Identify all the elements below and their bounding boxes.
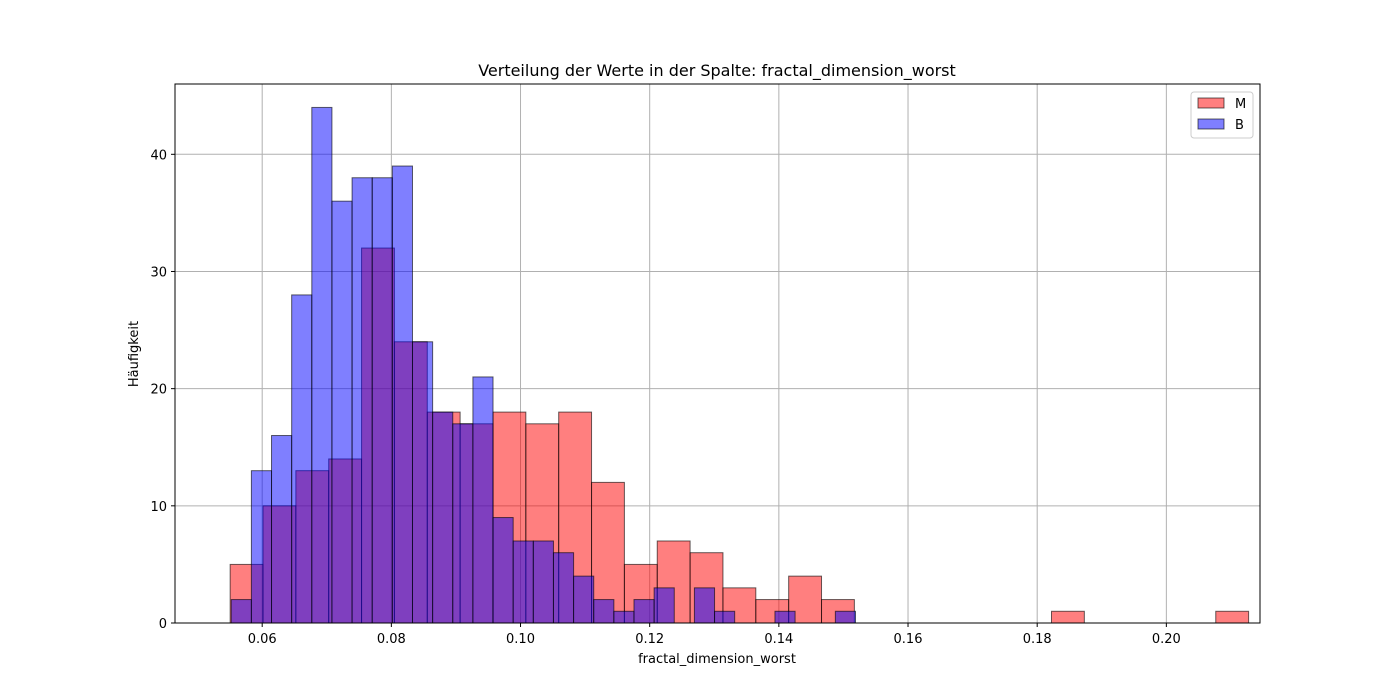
x-tick-label: 0.12 (635, 632, 664, 647)
bar-b-7 (371, 177, 393, 624)
legend: M B (1190, 91, 1254, 139)
bar-b-13 (492, 517, 514, 624)
bar-b-0 (230, 599, 252, 624)
chart-title: Verteilung der Werte in der Spalte: frac… (478, 61, 956, 81)
bar-b-17 (573, 575, 595, 624)
x-tick-label: 0.14 (764, 632, 793, 647)
y-axis-label: Häufigkeit (127, 321, 142, 387)
bar-b-30 (834, 610, 857, 624)
bar-b-6 (351, 177, 373, 624)
bar-b-5 (331, 200, 353, 624)
legend-swatch-b (1197, 118, 1225, 130)
bar-b-15 (532, 540, 554, 624)
y-tick-label: 20 (150, 383, 167, 398)
x-tick-label: 0.10 (506, 632, 535, 647)
legend-label-b: B (1235, 118, 1244, 133)
bar-b-21 (653, 587, 675, 624)
histogram-bars (229, 106, 1250, 624)
bar-b-8 (391, 165, 413, 624)
y-tick-label: 0 (159, 617, 167, 632)
y-tick-label: 10 (150, 500, 167, 515)
x-tick-label: 0.18 (1023, 632, 1052, 647)
legend-swatch-m (1197, 97, 1225, 109)
x-tick-label: 0.16 (894, 632, 923, 647)
y-tick-label: 30 (150, 265, 167, 280)
bar-m-25 (1050, 610, 1085, 624)
x-axis-label: fractal_dimension_worst (638, 652, 796, 667)
y-tick-label: 40 (150, 148, 167, 163)
axis-ticks: 0.06 0.08 0.10 0.12 0.14 0.16 0.18 0.20 0 10 20 30 4… (150, 148, 1180, 647)
bar-b-4 (311, 106, 333, 624)
x-tick-label: 0.08 (377, 632, 406, 647)
legend-label-m: M (1235, 97, 1246, 112)
bar-b-2 (271, 435, 293, 624)
bar-b-18 (593, 599, 615, 624)
plot-area-frame (174, 83, 1261, 624)
bar-b-12 (472, 376, 494, 624)
bar-b-16 (552, 552, 575, 624)
bar-m-30 (1215, 610, 1250, 624)
bar-b-10 (432, 411, 454, 624)
bar-b-20 (633, 599, 655, 624)
bar-b-11 (452, 423, 474, 624)
bar-b-19 (613, 610, 635, 624)
bar-b-1 (250, 470, 273, 624)
x-tick-label: 0.06 (248, 632, 277, 647)
bar-b-23 (693, 587, 716, 624)
x-tick-label: 0.20 (1152, 632, 1181, 647)
bar-b-24 (714, 610, 736, 624)
bar-b-9 (411, 341, 434, 624)
bar-b-3 (291, 294, 313, 624)
bar-b-14 (512, 540, 534, 624)
bar-b-27 (774, 610, 796, 624)
